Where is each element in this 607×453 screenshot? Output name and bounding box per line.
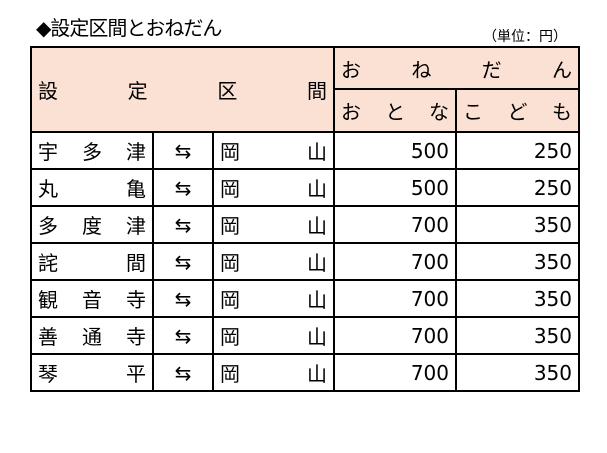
page-title: ◆設定区間とおねだん bbox=[36, 16, 222, 40]
child-fare: 350 bbox=[455, 279, 580, 318]
header-fare: おねだん bbox=[333, 46, 580, 90]
child-fare: 350 bbox=[455, 242, 580, 281]
to-station: 岡山 bbox=[212, 353, 335, 392]
header-section-label: 設定区間 bbox=[38, 79, 327, 103]
table-row: 観音寺 ⇆ 岡山 700 350 bbox=[30, 279, 580, 318]
adult-fare: 500 bbox=[333, 131, 457, 170]
adult-fare: 700 bbox=[333, 242, 457, 281]
to-station: 岡山 bbox=[212, 316, 335, 355]
bidirectional-arrow-icon: ⇆ bbox=[152, 205, 214, 244]
bidirectional-arrow-icon: ⇆ bbox=[152, 168, 214, 207]
adult-fare: 700 bbox=[333, 353, 457, 392]
to-station: 岡山 bbox=[212, 242, 335, 281]
adult-fare: 700 bbox=[333, 205, 457, 244]
table-row: 宇多津 ⇆ 岡山 500 250 bbox=[30, 131, 580, 170]
from-station-label: 琴平 bbox=[38, 362, 146, 386]
to-station: 岡山 bbox=[212, 279, 335, 318]
to-station-label: 岡山 bbox=[220, 288, 327, 312]
to-station-label: 岡山 bbox=[220, 251, 327, 275]
to-station-label: 岡山 bbox=[220, 140, 327, 164]
from-station: 詫間 bbox=[30, 242, 154, 281]
header-section: 設定区間 bbox=[30, 46, 335, 133]
from-station: 琴平 bbox=[30, 353, 154, 392]
adult-fare: 700 bbox=[333, 279, 457, 318]
table-row: 多度津 ⇆ 岡山 700 350 bbox=[30, 205, 580, 244]
child-fare: 250 bbox=[455, 131, 580, 170]
bidirectional-arrow-icon: ⇆ bbox=[152, 242, 214, 281]
from-station: 多度津 bbox=[30, 205, 154, 244]
header-child-label: こども bbox=[463, 100, 572, 124]
bidirectional-arrow-icon: ⇆ bbox=[152, 353, 214, 392]
from-station-label: 丸亀 bbox=[38, 177, 146, 201]
bidirectional-arrow-icon: ⇆ bbox=[152, 316, 214, 355]
to-station-label: 岡山 bbox=[220, 362, 327, 386]
bidirectional-arrow-icon: ⇆ bbox=[152, 279, 214, 318]
from-station: 丸亀 bbox=[30, 168, 154, 207]
from-station-label: 善通寺 bbox=[38, 325, 146, 349]
header-adult: おとな bbox=[333, 88, 457, 133]
to-station: 岡山 bbox=[212, 131, 335, 170]
child-fare: 350 bbox=[455, 353, 580, 392]
fare-table: 設定区間 おねだん おとな こども 宇多津 ⇆ 岡山 500 250 丸亀 ⇆ 岡… bbox=[30, 46, 580, 392]
adult-fare: 700 bbox=[333, 316, 457, 355]
header-adult-label: おとな bbox=[341, 100, 449, 124]
table-row: 丸亀 ⇆ 岡山 500 250 bbox=[30, 168, 580, 207]
adult-fare: 500 bbox=[333, 168, 457, 207]
table-row: 詫間 ⇆ 岡山 700 350 bbox=[30, 242, 580, 281]
table-row: 善通寺 ⇆ 岡山 700 350 bbox=[30, 316, 580, 355]
from-station: 宇多津 bbox=[30, 131, 154, 170]
to-station-label: 岡山 bbox=[220, 214, 327, 238]
child-fare: 350 bbox=[455, 316, 580, 355]
to-station-label: 岡山 bbox=[220, 325, 327, 349]
to-station: 岡山 bbox=[212, 168, 335, 207]
from-station-label: 観音寺 bbox=[38, 288, 146, 312]
table-row: 琴平 ⇆ 岡山 700 350 bbox=[30, 353, 580, 392]
child-fare: 250 bbox=[455, 168, 580, 207]
bidirectional-arrow-icon: ⇆ bbox=[152, 131, 214, 170]
to-station: 岡山 bbox=[212, 205, 335, 244]
to-station-label: 岡山 bbox=[220, 177, 327, 201]
header-child: こども bbox=[455, 88, 580, 133]
from-station-label: 宇多津 bbox=[38, 140, 146, 164]
from-station-label: 多度津 bbox=[38, 214, 146, 238]
from-station: 観音寺 bbox=[30, 279, 154, 318]
child-fare: 350 bbox=[455, 205, 580, 244]
from-station: 善通寺 bbox=[30, 316, 154, 355]
header-fare-label: おねだん bbox=[341, 57, 572, 82]
from-station-label: 詫間 bbox=[38, 251, 146, 275]
unit-label: （単位：円） bbox=[483, 29, 567, 45]
